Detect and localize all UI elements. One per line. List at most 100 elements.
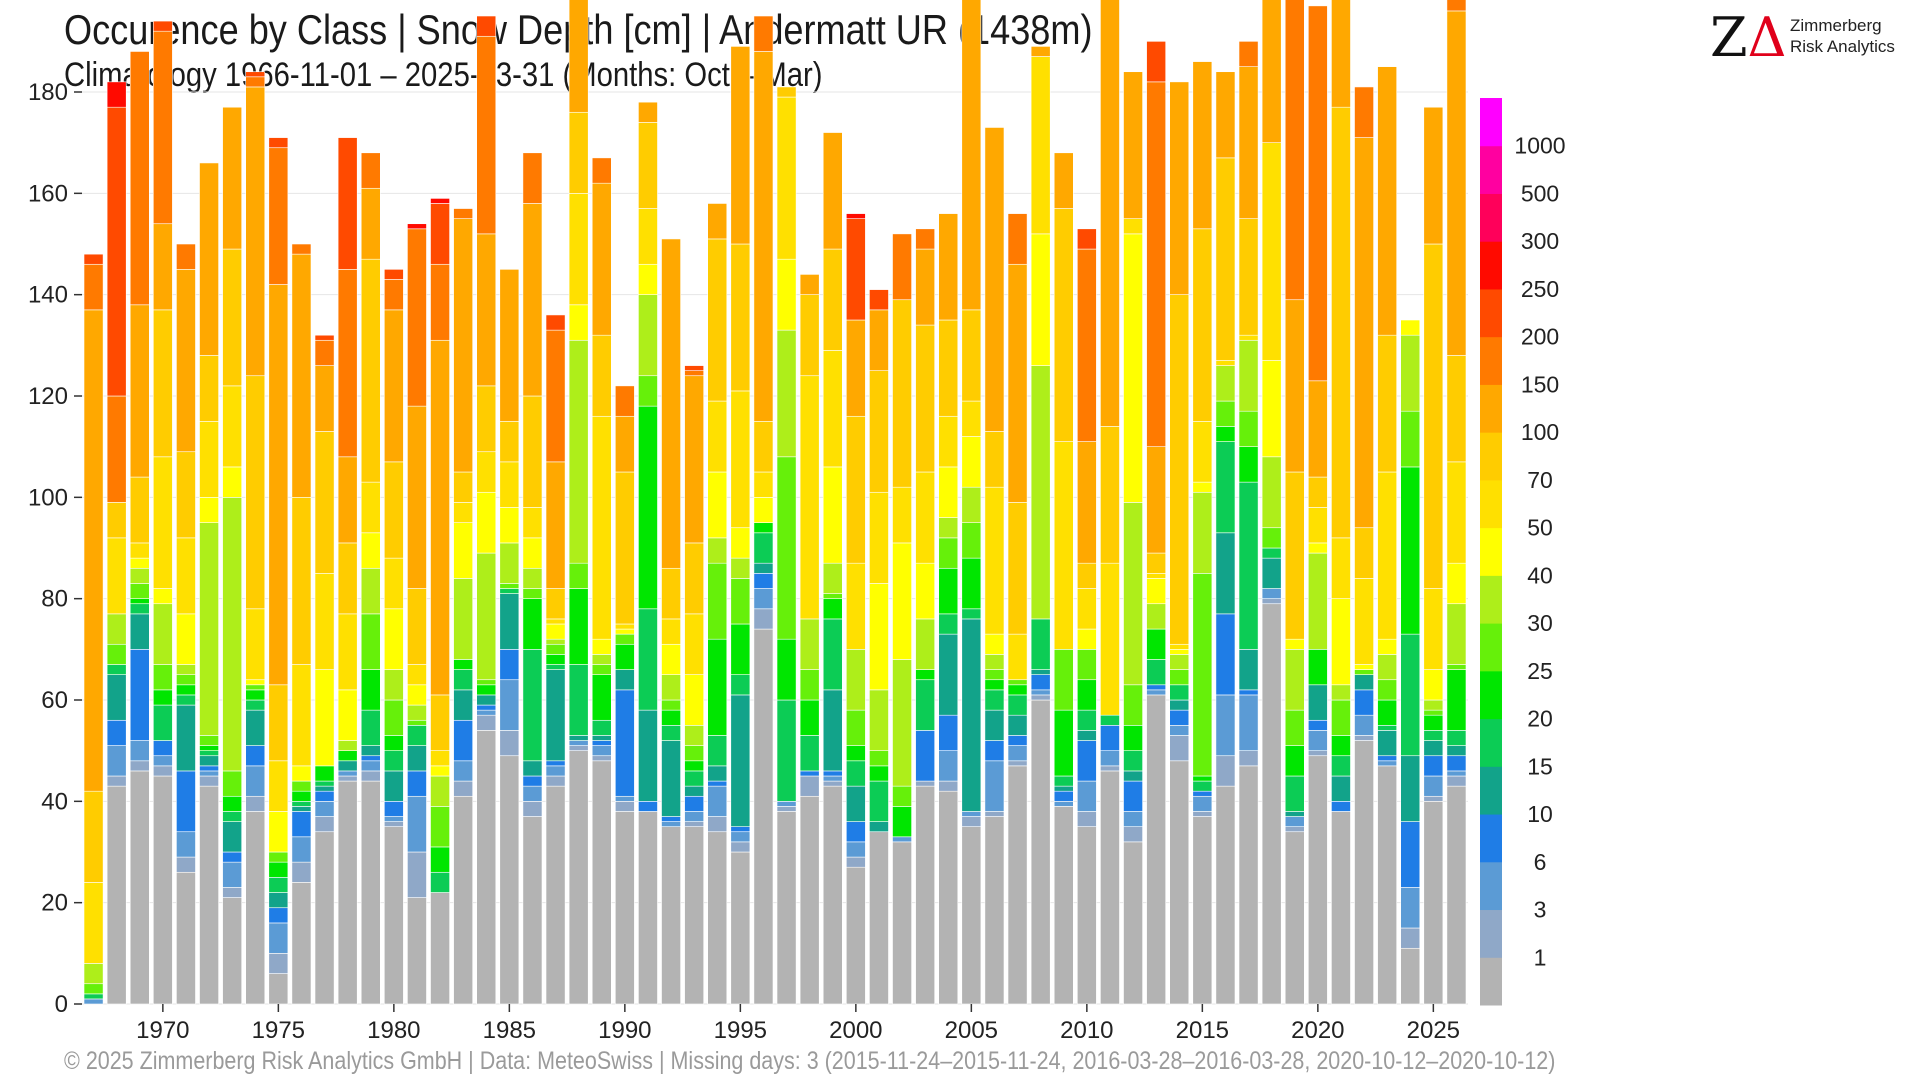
bar-segment [1053, 152, 1074, 209]
bar-segment [938, 415, 959, 468]
bar-segment [245, 375, 266, 610]
bar-segment [337, 750, 358, 762]
bar-segment [291, 497, 312, 665]
bar-segment [476, 709, 497, 716]
bar-segment [1169, 669, 1190, 686]
bar-segment [1077, 826, 1097, 1005]
bar-segment [83, 309, 104, 792]
bar-segment [961, 618, 982, 812]
colorbar-label: 200 [1521, 324, 1559, 350]
bar-segment [545, 643, 566, 655]
logo-line-2: Risk Analytics [1790, 37, 1895, 56]
bar-segment [869, 831, 889, 1005]
bar-segment [938, 537, 959, 569]
bar-segment [1169, 684, 1190, 701]
bar-segment [1123, 218, 1143, 235]
bar-segment [984, 431, 1005, 488]
bar-segment [1030, 699, 1051, 1005]
bar-segment [984, 127, 1005, 432]
colorbar-label: 100 [1521, 419, 1559, 445]
bar-segment [245, 811, 266, 1005]
bar-segment [799, 274, 820, 295]
bar-segment [522, 507, 543, 539]
bar-segment [892, 542, 912, 660]
bar-segment [869, 309, 889, 371]
bar-segment [106, 719, 127, 746]
bar-segment [730, 841, 751, 853]
bar-segment [476, 35, 497, 235]
bar-segment [661, 618, 681, 645]
bar-segment [383, 801, 404, 817]
bar-segment [568, 111, 589, 194]
bar-segment [845, 213, 866, 219]
bar-segment [1123, 684, 1143, 726]
bar-segment [407, 704, 427, 721]
bar-segment [845, 866, 866, 1005]
bar-segment [499, 507, 520, 544]
bar-segment [1007, 263, 1028, 503]
bar-segment [360, 669, 381, 711]
bar-segment [1215, 694, 1236, 757]
bar-segment [176, 871, 196, 1005]
bar-segment [1400, 410, 1421, 468]
x-tick-label: 1990 [598, 1017, 651, 1040]
bar-segment [522, 588, 543, 599]
bar-segment [591, 654, 612, 665]
bar-segment [822, 132, 843, 250]
bar-segment [337, 775, 358, 782]
bar-segment [799, 618, 820, 670]
bar-segment [661, 709, 681, 726]
bar-segment [314, 816, 335, 833]
bar-segment [522, 567, 543, 589]
bar-segment [83, 790, 104, 883]
bar-segment [222, 897, 243, 1005]
bar-segment [499, 730, 520, 757]
bar-segment [753, 497, 774, 523]
bar-segment [614, 801, 635, 812]
bar-segment [1169, 725, 1190, 736]
bar-segment [1308, 507, 1328, 544]
bar-segment [1053, 208, 1074, 442]
bar-segment [799, 375, 820, 620]
bar-segment [1261, 0, 1282, 143]
bar-segment [476, 694, 497, 706]
bar-segment [869, 780, 889, 822]
bar-segment [1007, 679, 1028, 686]
logo-text: Zimmerberg Risk Analytics [1790, 15, 1895, 57]
bar-segment [522, 801, 543, 817]
colorbar-swatch [1480, 193, 1502, 242]
bar-segment [129, 542, 150, 559]
bar-segment [1077, 441, 1097, 564]
bar-segment [822, 562, 843, 594]
bar-segment [1146, 628, 1166, 660]
bar-segment [1238, 694, 1259, 751]
bar-segment [591, 745, 612, 757]
bar-segment [707, 203, 728, 240]
bar-segment [245, 71, 266, 78]
bar-segment [383, 669, 404, 701]
bar-segment [1400, 466, 1421, 635]
bar-segment [614, 669, 635, 691]
bar-segment [245, 608, 266, 681]
bar-segment [430, 871, 450, 893]
bar-segment [499, 583, 520, 589]
bar-segment [1007, 694, 1028, 716]
bar-segment [106, 643, 127, 665]
bar-segment [360, 567, 381, 615]
bar-segment [707, 785, 728, 817]
bar-segment [1284, 745, 1305, 777]
bar-segment [614, 415, 635, 473]
bar-segment [1308, 750, 1328, 757]
bar-segment [1446, 755, 1467, 772]
bar-segment [822, 593, 843, 599]
bar-segment [1169, 699, 1190, 711]
bar-segment [430, 846, 450, 873]
colorbar-swatch [1480, 670, 1502, 720]
bar-segment [199, 785, 219, 1005]
bar-segment [1215, 785, 1236, 1005]
bar-segment [822, 618, 843, 691]
bar-segment [314, 831, 335, 1005]
bar-segment [591, 719, 612, 736]
bar-segment [1446, 0, 1467, 12]
bar-segment [984, 709, 1005, 741]
